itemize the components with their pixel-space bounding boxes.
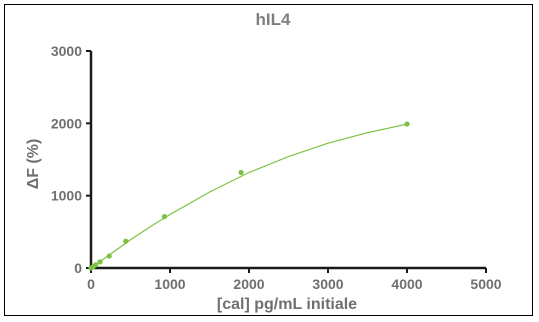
x-tick-label: 0 bbox=[87, 276, 95, 292]
x-tick-label: 5000 bbox=[470, 276, 501, 292]
data-point bbox=[97, 259, 103, 265]
chart-title: hIL4 bbox=[256, 10, 291, 29]
data-points bbox=[88, 121, 410, 271]
y-tick-label: 2000 bbox=[51, 115, 82, 131]
axes bbox=[89, 51, 486, 270]
data-point bbox=[404, 121, 410, 127]
chart-svg: hIL4 0 1000 2000 3000 4000 50000100020003000 … bbox=[25, 10, 502, 313]
y-tick-label: 1000 bbox=[51, 188, 82, 204]
data-point bbox=[93, 262, 99, 268]
x-tick-label: 2000 bbox=[233, 276, 264, 292]
x-tick-label: 1000 bbox=[154, 276, 185, 292]
ticks: 0 1000 2000 3000 4000 5000 0 1000 2000 3000 bbox=[51, 43, 502, 292]
x-tick-label: 3000 bbox=[312, 276, 343, 292]
fit-curve bbox=[90, 123, 408, 269]
y-tick-label: 0 bbox=[74, 260, 82, 276]
y-tick-label: 3000 bbox=[51, 43, 82, 59]
x-axis-title: [cal] pg/mL initiale bbox=[217, 296, 357, 313]
y-axis-title: ΔF (%) bbox=[25, 139, 42, 190]
data-point bbox=[161, 214, 168, 220]
data-point bbox=[238, 169, 244, 176]
chart-frame: hIL4 0 1000 2000 3000 4000 5000 0 1000 2000 3000 … bbox=[4, 4, 533, 316]
data-point bbox=[123, 238, 129, 244]
x-tick-label: 4000 bbox=[391, 276, 422, 292]
data-point bbox=[106, 253, 112, 259]
